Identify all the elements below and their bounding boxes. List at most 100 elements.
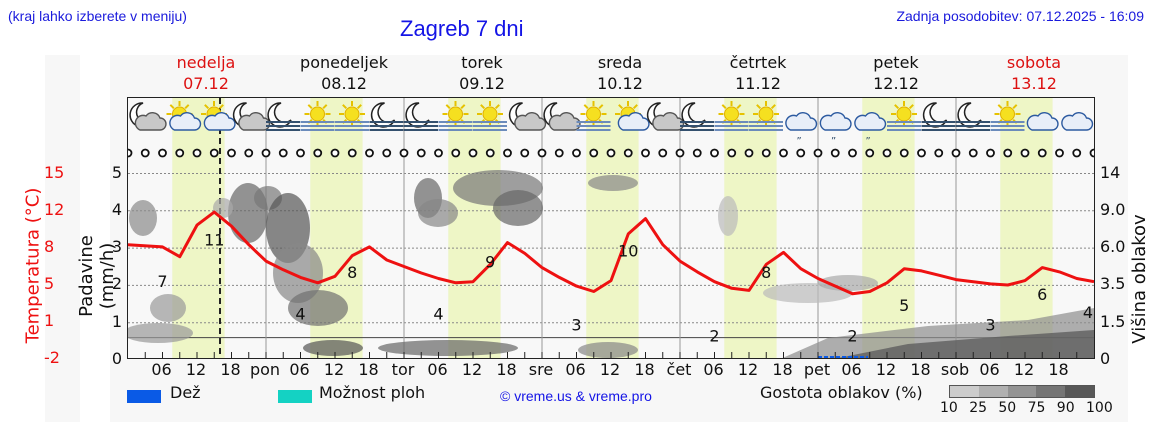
wind-dot bbox=[848, 148, 857, 158]
precip-tick: 3 bbox=[111, 237, 123, 257]
forecast-plot-svg: ” ” ” 7 11 4 8 4 9 3 10 2 8 2 5 3 6 4 bbox=[128, 98, 1094, 358]
x-tick-label: 12 bbox=[599, 360, 621, 379]
temperature-value-label: 3 bbox=[985, 316, 995, 335]
wind-dot bbox=[1089, 148, 1094, 158]
wind-dot bbox=[192, 148, 202, 158]
x-tick-label: 06 bbox=[979, 360, 1000, 379]
x-tick-label: 18 bbox=[496, 360, 517, 379]
x-tick-label: 12 bbox=[323, 360, 345, 379]
sun-fog-icon bbox=[887, 101, 921, 131]
wind-dot bbox=[1055, 148, 1064, 158]
cloud-height-tick: 0 bbox=[1100, 349, 1111, 368]
wind-dot bbox=[1020, 148, 1030, 158]
sun-fog-icon bbox=[990, 101, 1025, 131]
rain-legend-swatch bbox=[127, 390, 161, 403]
day-date: 08.12 bbox=[321, 74, 367, 93]
x-tick-label: 18 bbox=[220, 360, 241, 379]
colorbar-segment bbox=[1007, 386, 1037, 397]
x-tick-label: sob bbox=[940, 360, 970, 379]
wind-dot bbox=[347, 148, 357, 158]
moon-cloud-icon bbox=[543, 102, 581, 131]
temp-tick: 12 bbox=[44, 200, 65, 219]
copyright-link[interactable]: © vreme.us & vreme.pro bbox=[500, 388, 652, 404]
colorbar-tick: 100 bbox=[1086, 400, 1113, 416]
colorbar-tick: 90 bbox=[1056, 400, 1075, 416]
x-tick-label: 12 bbox=[1013, 360, 1035, 379]
colorbar-tick: 75 bbox=[1027, 400, 1046, 416]
moon-cloud-icon bbox=[646, 102, 685, 131]
wind-dot bbox=[140, 148, 150, 158]
day-label: sreda 10.12 bbox=[560, 52, 680, 94]
moon-cloud-icon bbox=[508, 102, 547, 131]
temp-tick: 5 bbox=[44, 274, 55, 293]
x-tick-label: čet bbox=[666, 360, 692, 379]
day-date: 11.12 bbox=[735, 74, 781, 93]
cloud-density-blob bbox=[213, 198, 233, 218]
low-cloud-layer-dense bbox=[838, 330, 1094, 358]
x-tick-label: 12 bbox=[737, 360, 759, 379]
precip-tick: 4 bbox=[111, 199, 123, 219]
wind-dot bbox=[813, 148, 823, 158]
x-tick-label: 18 bbox=[358, 360, 379, 379]
cloud-density-colorbar bbox=[949, 385, 1095, 398]
forecast-plot: ” ” ” 7 11 4 8 4 9 3 10 2 8 2 5 3 6 4 bbox=[127, 97, 1095, 359]
daylight-band bbox=[586, 98, 639, 358]
sun-fog-icon bbox=[473, 101, 507, 131]
temp-tick: 15 bbox=[44, 163, 65, 182]
cloud-drizzle-icon: ” bbox=[785, 112, 818, 147]
cloud-icon bbox=[1026, 112, 1059, 131]
moon-fog-icon bbox=[369, 102, 404, 131]
wind-dot bbox=[1037, 148, 1047, 158]
svg-text:”: ” bbox=[797, 136, 802, 147]
day-date: 12.12 bbox=[873, 74, 919, 93]
location-hint[interactable]: (kraj lahko izberete v meniju) bbox=[8, 8, 187, 24]
temperature-value-label: 11 bbox=[204, 231, 224, 250]
wind-dot bbox=[692, 148, 702, 158]
temperature-axis-label: Temperatura (°C) bbox=[22, 187, 44, 344]
cloud-height-tick: 6.0 bbox=[1100, 237, 1126, 257]
wind-dot bbox=[606, 148, 616, 158]
colorbar-tick: 50 bbox=[998, 400, 1017, 416]
wind-dot bbox=[399, 148, 409, 158]
x-tick-label: 12 bbox=[185, 360, 207, 379]
temperature-value-label: 8 bbox=[347, 263, 357, 282]
temperature-value-label: 4 bbox=[433, 305, 443, 324]
day-label: četrtek 11.12 bbox=[698, 52, 818, 94]
day-name: ponedeljek bbox=[300, 53, 388, 72]
day-label: torek 09.12 bbox=[422, 52, 542, 94]
x-tick-label: sre bbox=[528, 360, 554, 379]
x-tick-label: pon bbox=[249, 360, 281, 379]
cloud-density-blob bbox=[150, 294, 186, 322]
sun-fog-icon bbox=[438, 101, 473, 131]
x-tick-label: 06 bbox=[841, 360, 862, 379]
x-tick-label: 18 bbox=[634, 360, 655, 379]
cloud-drizzle-icon: ” bbox=[819, 112, 852, 147]
cloud-density-blob bbox=[418, 199, 458, 227]
colorbar-segment bbox=[950, 386, 979, 397]
colorbar-tick: 10 bbox=[940, 400, 958, 416]
wind-dot bbox=[554, 148, 564, 158]
wind-dot bbox=[175, 148, 185, 158]
moon-fog-icon bbox=[680, 102, 714, 131]
x-tick-label: 18 bbox=[910, 360, 931, 379]
day-date: 10.12 bbox=[597, 74, 643, 93]
svg-text:”: ” bbox=[831, 136, 836, 147]
wind-dot bbox=[744, 148, 754, 158]
cloud-density-blob bbox=[303, 340, 363, 356]
temperature-value-label: 2 bbox=[709, 326, 719, 345]
precip-tick: 5 bbox=[111, 162, 123, 182]
x-tick-label: 12 bbox=[461, 360, 483, 379]
temp-axis-panel bbox=[45, 55, 80, 422]
temp-tick: -2 bbox=[44, 348, 60, 367]
cloud-density-blob bbox=[818, 275, 878, 291]
cloud-height-tick: 3.5 bbox=[1100, 274, 1126, 294]
wind-dot bbox=[537, 148, 547, 158]
x-tick-label: 06 bbox=[151, 360, 172, 379]
cloud-icon bbox=[1061, 112, 1094, 131]
wind-dot bbox=[917, 148, 926, 158]
cloud-density-blob bbox=[129, 200, 157, 236]
wind-dot bbox=[330, 148, 340, 158]
page-title: Zagreb 7 dni bbox=[400, 16, 524, 41]
wind-dot bbox=[520, 148, 530, 158]
temperature-value-label: 9 bbox=[485, 252, 495, 271]
